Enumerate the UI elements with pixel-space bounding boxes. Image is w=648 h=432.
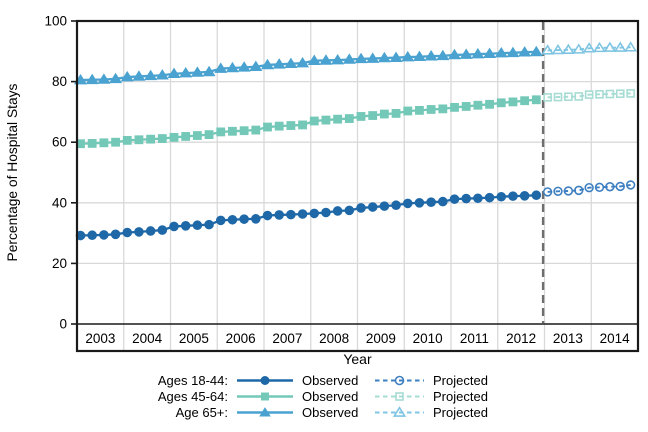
x-tick-label: 2011	[460, 331, 489, 346]
y-tick-label: 0	[59, 317, 67, 332]
x-axis-title: Year	[343, 351, 372, 367]
series-age-65+	[74, 41, 638, 85]
y-tick-label: 40	[52, 195, 67, 210]
legend-series-label: Ages 18-44:	[157, 372, 228, 388]
legend-series-label: Age 65+:	[175, 404, 228, 420]
x-tick-label: 2012	[506, 331, 536, 346]
x-tick-label: 2007	[272, 331, 302, 346]
legend-observed-label: Observed	[302, 404, 359, 420]
plot-frame	[71, 19, 640, 353]
projected-line-circle-icon	[375, 373, 424, 387]
observed-line-circle-icon	[237, 373, 293, 387]
legend-projected-label: Projected	[433, 388, 488, 404]
x-tick-label: 2008	[319, 331, 349, 346]
y-tick-label: 100	[44, 14, 67, 29]
y-tick-label: 60	[52, 135, 67, 150]
legend: Ages 18-44: Observed Projected Ages 45-6…	[148, 372, 495, 420]
gridlines	[77, 21, 638, 351]
x-tick-label: 2003	[85, 331, 115, 346]
legend-projected-label: Projected	[433, 404, 488, 420]
legend-observed-label: Observed	[302, 372, 359, 388]
legend-projected-label: Projected	[433, 372, 488, 388]
legend-row-ages-45-64: Ages 45-64: Observed Projected	[148, 388, 495, 404]
projected-line-triangle-icon	[375, 405, 424, 419]
y-tick-label: 80	[52, 74, 67, 89]
x-tick-label: 2014	[600, 331, 631, 346]
x-tick-label: 2006	[226, 331, 256, 346]
projected-line-square-icon	[375, 389, 424, 403]
series-ages-18-44	[75, 180, 636, 241]
observed-line-square-icon	[237, 389, 293, 403]
legend-row-age-65-plus: Age 65+: Observed Projected	[148, 404, 495, 420]
legend-row-ages-18-44: Ages 18-44: Observed Projected	[148, 372, 495, 388]
observed-line-triangle-icon	[237, 405, 293, 419]
y-axis-title: Percentage of Hospital Stays	[5, 83, 20, 261]
axis-labels: 0 20 40 60 80 100 2003 2004 2005 2006 2007 2008 2009…	[5, 14, 630, 368]
legend-series-label: Ages 45-64:	[157, 388, 228, 404]
x-tick-label: 2004	[132, 331, 163, 346]
legend-observed-label: Observed	[302, 388, 359, 404]
x-tick-label: 2010	[413, 331, 443, 346]
x-tick-label: 2013	[553, 331, 583, 346]
series-ages-45-64	[76, 89, 635, 149]
y-tick-label: 20	[52, 256, 67, 271]
x-tick-label: 2005	[179, 331, 209, 346]
x-tick-label: 2009	[366, 331, 396, 346]
